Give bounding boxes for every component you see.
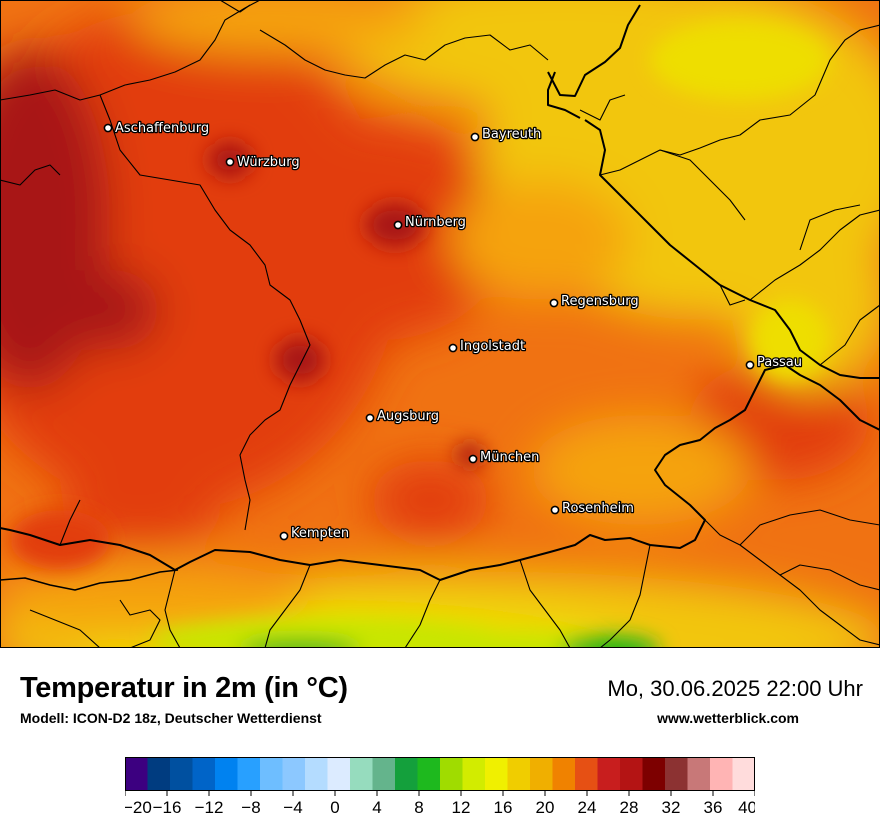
colorbar-cell (732, 757, 755, 791)
city-label: Rosenheim (562, 501, 634, 516)
colorbar-ticks: −20 −16 −12 −8 −4 0 4 8 12 16 20 24 28 32 36 40 (125, 791, 755, 817)
city-label: Kempten (291, 526, 349, 541)
colorbar-tick-label: 16 (494, 798, 513, 817)
city-ingolstadt: Ingolstadt (448, 338, 526, 355)
colorbar-cell (665, 757, 688, 791)
colorbar-cell (485, 757, 508, 791)
colorbar-cell (282, 757, 306, 791)
colorbar-cell (597, 757, 621, 791)
colorbar-tick-label: 20 (536, 798, 555, 817)
city-markers: Aschaffenburg Würzburg Bayreuth Nürnberg… (103, 120, 803, 542)
city-nuernberg: Nürnberg (393, 214, 467, 231)
colorbar-cell (417, 757, 441, 791)
city-bayreuth: Bayreuth (470, 126, 543, 143)
colorbar-tick-label: 12 (452, 798, 471, 817)
colorbar-tick-label: −4 (283, 798, 302, 817)
colorbar-tick-label: 36 (704, 798, 723, 817)
city-muenchen: München (468, 449, 541, 466)
temperature-map: Aschaffenburg Würzburg Bayreuth Nürnberg… (0, 0, 880, 648)
colorbar-tick-label: 8 (414, 798, 423, 817)
border-lines (0, 0, 880, 648)
colorbar-tick-label: −12 (195, 798, 224, 817)
colorbar-cell (575, 757, 598, 791)
city-label: Passau (757, 355, 802, 370)
border-stub-nw (547, 71, 581, 119)
colorbar-cell (687, 757, 711, 791)
colorbar-tick-label: 28 (620, 798, 639, 817)
national-border-austria (0, 364, 880, 581)
colorbar-cell (507, 757, 531, 791)
colorbar-cell (530, 757, 553, 791)
city-passau: Passau (745, 354, 803, 371)
valid-datetime: Mo, 30.06.2025 22:00 Uhr (607, 676, 863, 701)
colorbar-cell (215, 757, 238, 791)
colorbar-tick-label: −16 (153, 798, 182, 817)
colorbar-cells (125, 757, 755, 791)
city-label: Nürnberg (405, 215, 466, 230)
colorbar-cell (642, 757, 666, 791)
colorbar-cell (552, 757, 576, 791)
city-aschaffenburg: Aschaffenburg (103, 120, 210, 137)
city-rosenheim: Rosenheim (550, 500, 635, 517)
model-subtitle: Modell: ICON-D2 18z, Deutscher Wetterdie… (20, 710, 322, 726)
colorbar-cell (372, 757, 396, 791)
colorbar-cell (327, 757, 351, 791)
national-border-switzerland (0, 569, 179, 591)
colorbar-cell (440, 757, 463, 791)
city-augsburg: Augsburg (365, 408, 440, 425)
website-link[interactable]: www.wetterblick.com (657, 710, 799, 726)
city-label: Bayreuth (482, 127, 541, 142)
city-label: Ingolstadt (460, 339, 525, 354)
colorbar-cell (395, 757, 418, 791)
city-regensburg: Regensburg (549, 293, 640, 310)
colorbar-frame (125, 757, 755, 791)
national-border-czech (547, 4, 880, 379)
colorbar-cell (462, 757, 486, 791)
colorbar-cell (147, 757, 171, 791)
temperature-field (0, 0, 880, 648)
map-footer: Temperatur in 2m (in °C) Modell: ICON-D2… (0, 648, 880, 830)
colorbar-tick-label: 0 (330, 798, 339, 817)
colorbar-tick-label: 32 (662, 798, 681, 817)
city-label: Würzburg (237, 155, 300, 170)
colorbar-legend: −20 −16 −12 −8 −4 0 4 8 12 16 20 24 28 32 36 40 (125, 757, 755, 817)
colorbar-tick-label: 4 (372, 798, 381, 817)
colorbar-cell (192, 757, 216, 791)
colorbar-tick-label: 24 (578, 798, 597, 817)
colorbar-cell (170, 757, 193, 791)
city-wuerzburg: Würzburg (225, 154, 301, 171)
colorbar-cell (710, 757, 733, 791)
city-kempten: Kempten (279, 525, 350, 542)
colorbar-cell (125, 757, 148, 791)
city-label: München (480, 450, 539, 465)
city-label: Aschaffenburg (115, 121, 209, 136)
colorbar-cell (260, 757, 283, 791)
colorbar-cell (350, 757, 373, 791)
colorbar-cell (237, 757, 261, 791)
colorbar-tick-label: −20 (125, 798, 152, 817)
colorbar-cell (620, 757, 643, 791)
city-label: Regensburg (561, 294, 639, 309)
city-label: Augsburg (377, 409, 439, 424)
colorbar-cell (305, 757, 328, 791)
map-title: Temperatur in 2m (in °C) (20, 672, 348, 704)
colorbar-tick-label: −8 (241, 798, 260, 817)
colorbar-tick-label: 40 (738, 798, 755, 817)
